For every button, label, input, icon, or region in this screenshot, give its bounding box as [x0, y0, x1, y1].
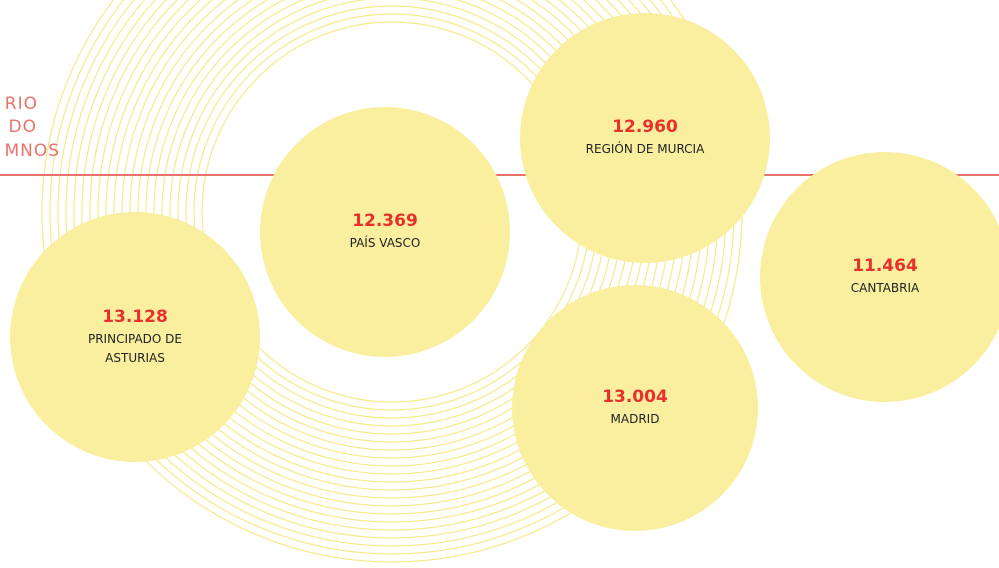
label: PAÍS VASCO — [349, 236, 421, 250]
bubble: 13.004 MADRID — [512, 285, 758, 531]
side-text: DO — [8, 117, 37, 137]
value: 12.369 — [352, 211, 418, 231]
value: 13.128 — [102, 306, 168, 327]
bubble: 13.128 PRINCIPADO DE ASTURIAS — [10, 212, 260, 462]
label: CANTABRIA — [850, 281, 920, 295]
value: 11.464 — [852, 256, 918, 276]
bubble: 11.464 CANTABRIA — [760, 152, 999, 402]
bubble: 12.960 REGIÓN DE MURCIA — [520, 13, 770, 263]
value: 13.004 — [602, 387, 668, 407]
label: PRINCIPADO DE ASTURIAS — [87, 331, 182, 365]
side-text: MNOS — [4, 141, 60, 161]
side-text: RIO — [4, 94, 38, 114]
bubble: 12.369 PAÍS VASCO — [260, 107, 510, 357]
value: 12.960 — [612, 117, 678, 137]
label: REGIÓN DE MURCIA — [585, 142, 705, 156]
label: MADRID — [610, 412, 660, 426]
